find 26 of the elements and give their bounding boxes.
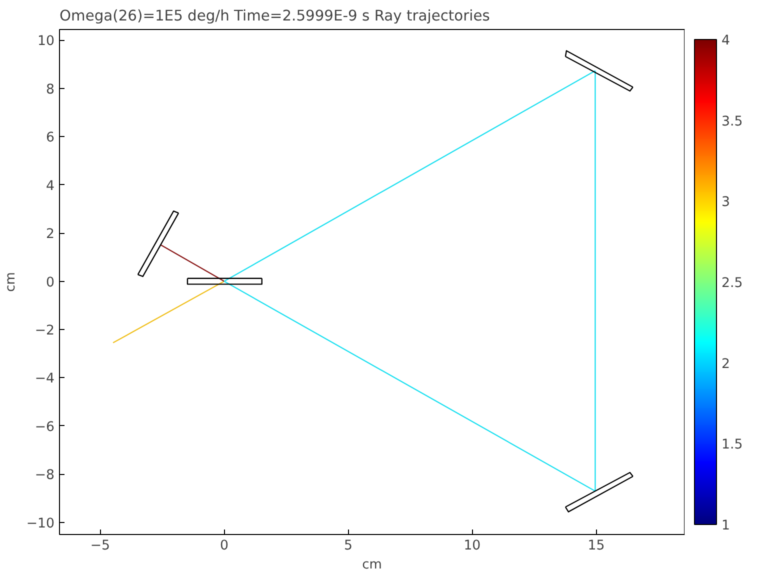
y-tick-label: 10 (38, 34, 55, 50)
x-tick-label: 0 (220, 538, 228, 554)
y-tick-label: 0 (46, 275, 55, 290)
y-tick-label: 8 (46, 82, 55, 98)
chart-title: Omega(26)=1E5 deg/h Time=2.5999E-9 s Ray trajectories (60, 8, 490, 24)
color-bar-label: 2 (722, 356, 730, 372)
y-tick-label: −10 (26, 516, 55, 532)
y-tick-label: −8 (34, 468, 55, 484)
color-bar-label: 1 (722, 518, 730, 534)
y-tick-label: 4 (46, 178, 55, 194)
x-tick-label: −5 (90, 538, 110, 554)
color-bar-label: 3 (722, 195, 730, 210)
color-bar-label: 1.5 (722, 438, 743, 453)
color-bar-label: 4 (722, 34, 730, 48)
x-tick-label: 15 (588, 538, 605, 554)
color-bar-label: 2.5 (722, 276, 743, 291)
x-axis-title: cm (362, 558, 382, 572)
x-tick-label: 10 (464, 538, 481, 554)
y-tick-label: −6 (34, 420, 55, 435)
y-tick-label: 2 (46, 227, 55, 242)
x-tick-label: 5 (344, 538, 352, 554)
y-tick-label: 6 (46, 130, 55, 146)
color-bar-label: 3.5 (722, 114, 743, 130)
y-tick-label: −4 (34, 372, 55, 387)
y-axis-title: cm (3, 272, 18, 292)
y-tick-label: −2 (34, 324, 55, 339)
